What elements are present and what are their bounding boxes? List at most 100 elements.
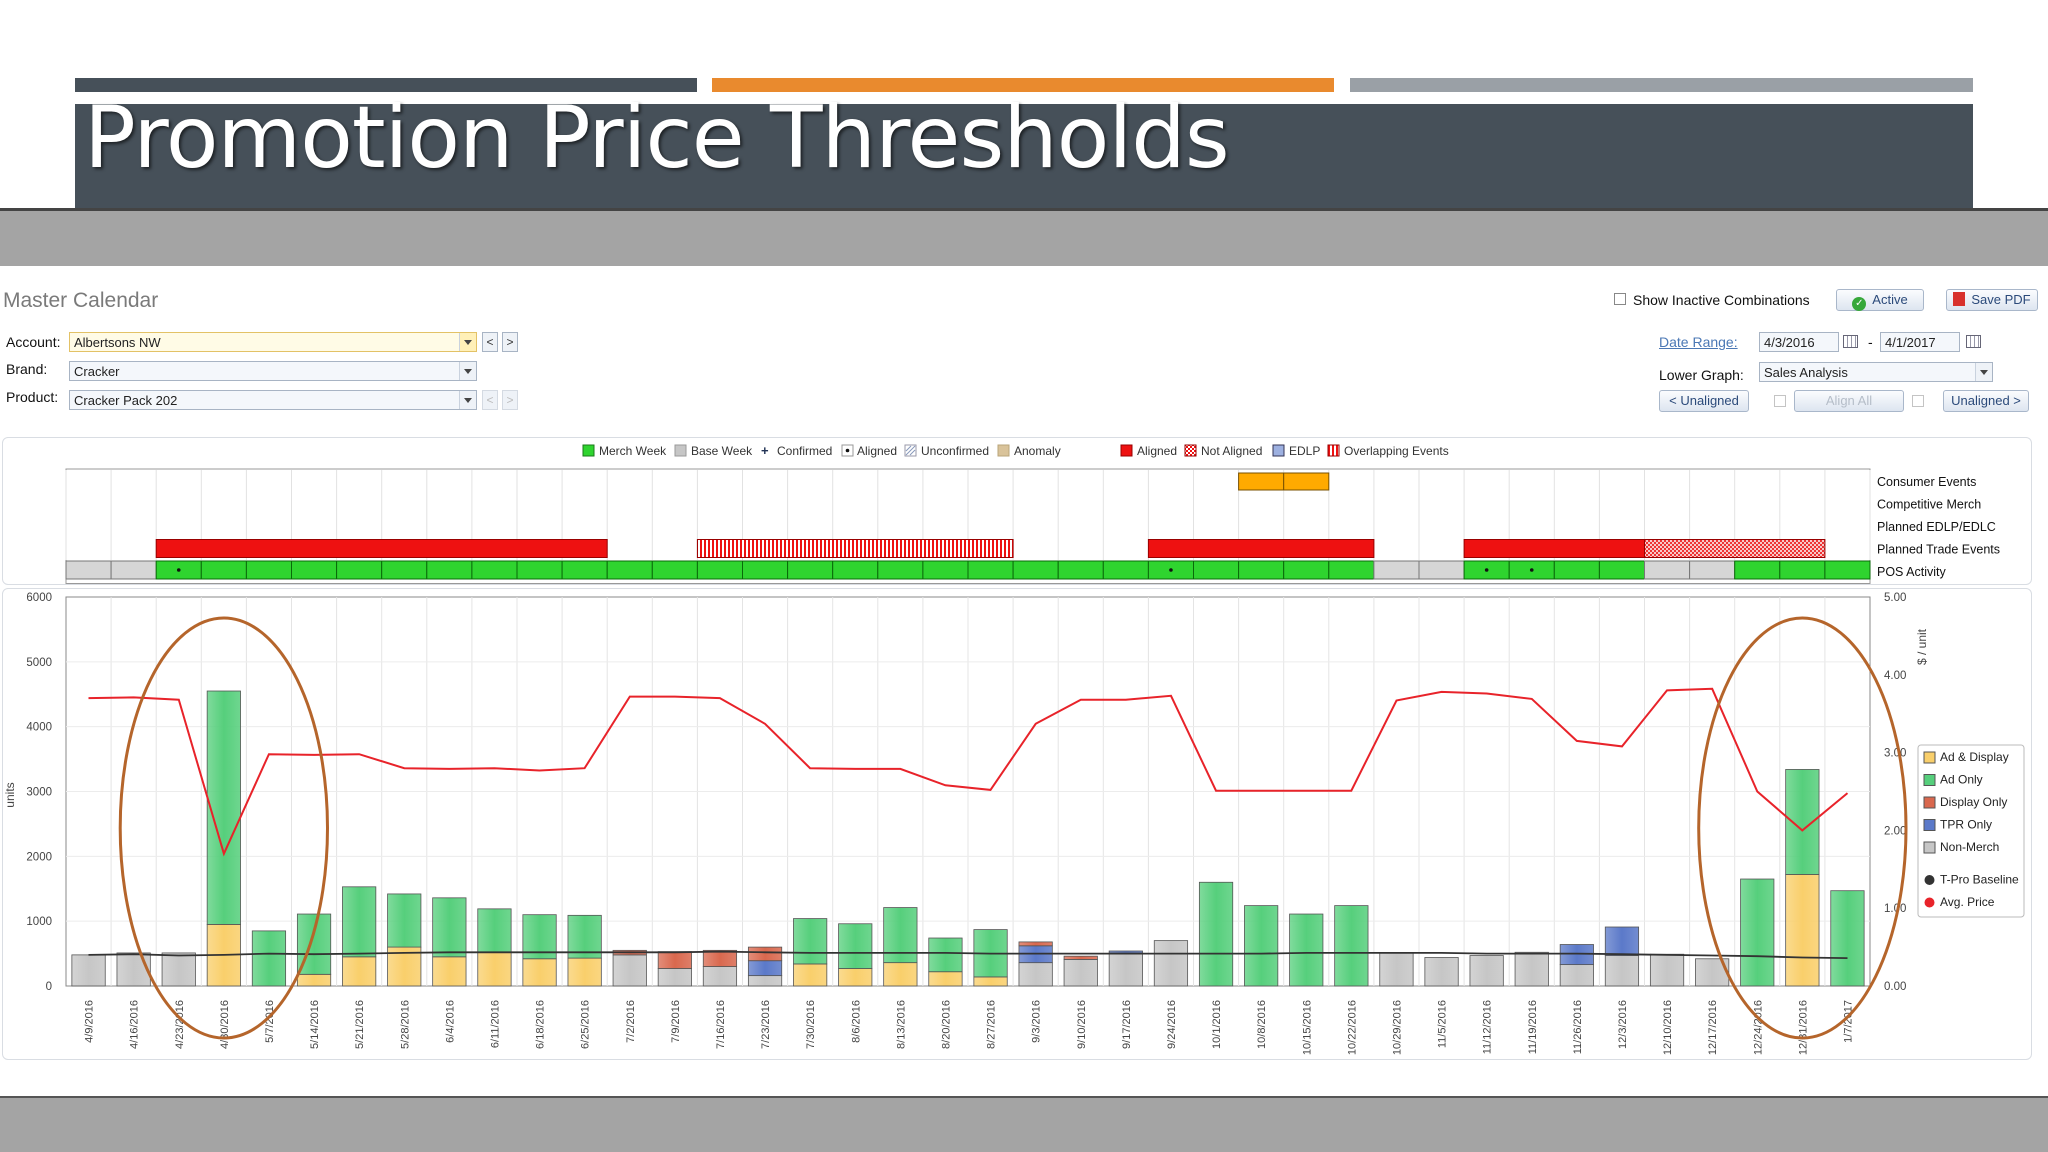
pos-activity-cell [1057,560,1104,580]
date-to-input[interactable]: 4/1/2017 [1880,332,1960,352]
legend-label: Ad & Display [1940,750,2009,764]
svg-text:Confirmed: Confirmed [777,444,832,458]
x-tick-label: 7/30/2016 [805,1000,817,1049]
legend-label: Display Only [1940,795,2007,809]
pos-activity-cell [1328,560,1375,580]
unaligned-prev-button[interactable]: < Unaligned [1659,390,1749,412]
highlight-ellipse [118,616,330,1040]
chevron-down-icon[interactable] [459,362,476,380]
legend-item-not-aligned: Not Aligned [1184,444,1262,458]
x-tick-label: 12/31/2016 [1797,1000,1809,1055]
account-next-button[interactable]: > [502,332,518,352]
calendar-grid: Consumer Events Competitive Merch Planned … [65,468,2000,584]
date-range-link[interactable]: Date Range: [1659,334,1738,350]
calendar-row-label: Planned Trade Events [1877,543,2000,557]
bar-segment-ad-only [1244,905,1279,987]
chevron-down-icon[interactable] [459,333,476,351]
bar-segment-ad-only [1334,905,1369,987]
bar-segment-ad-display [567,957,602,987]
show-inactive-checkbox[interactable] [1614,293,1626,305]
unaligned-next-button[interactable]: Unaligned > [1943,390,2029,412]
account-select[interactable]: Albertsons NW [69,332,477,352]
x-tick-label: 10/22/2016 [1346,1000,1358,1055]
svg-text:Anomaly: Anomaly [1014,444,1061,458]
x-tick-label: 5/14/2016 [309,1000,321,1049]
x-tick-label: 9/17/2016 [1121,1000,1133,1049]
slide-title: Promotion Price Thresholds [84,88,1230,188]
x-tick-label: 12/17/2016 [1707,1000,1719,1055]
x-tick-label: 10/29/2016 [1391,1000,1403,1055]
x-tick-label: 10/8/2016 [1256,1000,1268,1049]
x-tick-label: 5/7/2016 [264,1000,276,1043]
align-all-button[interactable]: Align All [1794,390,1904,412]
lower-graph-label: Lower Graph: [1659,367,1744,383]
brand-value: Cracker [74,364,120,379]
bar-segment-non-merch [1063,959,1098,987]
product-prev-button[interactable]: < [482,390,498,410]
pos-activity-cell [1102,560,1149,580]
slide-accent-bar-dark [75,78,697,92]
pos-activity-cell [742,560,789,580]
bar-segment-non-merch [1649,953,1685,987]
bar-segment-display-only [747,946,783,962]
svg-text:Overlapping Events: Overlapping Events [1344,444,1449,458]
x-tick-label: 6/18/2016 [535,1000,547,1049]
bar-segment-display-only [1018,941,1053,947]
bar-segment-ad-only [883,907,918,964]
brand-label: Brand: [6,361,48,377]
product-next-button[interactable]: > [502,390,518,410]
pos-activity-cell [1553,560,1600,580]
show-inactive-label: Show Inactive Combinations [1633,292,1810,308]
y-tick-label: 3000 [26,787,52,799]
highlight-ellipse [1697,616,1908,1040]
legend-item-edlp: EDLP [1272,444,1320,458]
account-value: Albertsons NW [74,335,161,350]
chevron-down-icon[interactable] [1975,363,1992,381]
bar-segment-ad-display [883,962,918,987]
svg-text:+: + [761,443,769,458]
bar-segment-ad-only [838,923,873,969]
active-button-label: Active [1872,292,1908,307]
active-button[interactable]: ✓ Active [1836,289,1924,311]
date-from-input[interactable]: 4/3/2016 [1759,332,1839,352]
legend-swatch [1923,774,1936,786]
pos-activity-cell [1598,560,1646,580]
calendar-icon[interactable] [1966,335,1981,348]
slide-gray-band-bottom [0,1096,2048,1152]
bar-segment-non-merch [657,968,692,987]
x-tick-label: 4/16/2016 [129,1000,141,1049]
bar-segment-ad-only [1198,881,1234,987]
bar-segment-ad-only [928,937,963,973]
bar-segment-non-merch [1424,957,1459,987]
consumer-event-block [1238,472,1285,491]
pos-activity-cell [110,560,157,580]
y2-tick-label: 3.00 [1884,748,1906,760]
save-pdf-button[interactable]: Save PDF [1946,289,2038,311]
x-tick-label: 7/16/2016 [715,1000,727,1049]
planned-trade-event [1463,539,1645,558]
account-label: Account: [6,334,61,350]
align-all-checkbox-left[interactable] [1774,395,1786,407]
y2-tick-label: 0.00 [1884,981,1906,993]
product-value: Cracker Pack 202 [74,393,178,408]
align-all-checkbox-right[interactable] [1912,395,1924,407]
y-tick-label: 6000 [26,592,52,604]
legend-swatch [1923,819,1936,831]
slide-title-bar [75,104,1973,208]
legend-label: Non-Merch [1940,840,1999,854]
x-tick-label: 10/1/2016 [1211,1000,1223,1049]
bar-segment-ad-only [1740,878,1775,987]
bar-segment-ad-display [522,958,557,987]
x-tick-label: 9/3/2016 [1031,1000,1043,1043]
bar-segment-non-merch [747,975,783,987]
account-prev-button[interactable]: < [482,332,498,352]
pos-activity-cell [516,560,563,580]
lower-graph-select[interactable]: Sales Analysis [1759,362,1993,382]
brand-select[interactable]: Cracker [69,361,477,381]
bar-segment-ad-display [432,956,467,987]
calendar-icon[interactable] [1843,335,1858,348]
x-tick-label: 1/7/2017 [1842,1000,1854,1043]
chevron-down-icon[interactable] [459,391,476,409]
pos-activity-cell [1012,560,1059,580]
product-select[interactable]: Cracker Pack 202 [69,390,477,410]
